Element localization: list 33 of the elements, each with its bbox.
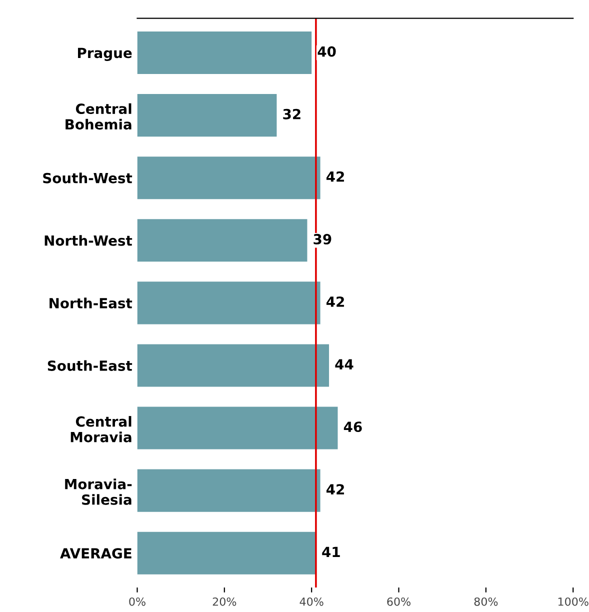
y-tick-label: Central Bohemia (66, 103, 132, 130)
data-label: 46 (344, 422, 362, 432)
y-tick-label: AVERAGE (60, 548, 132, 559)
y-tick-label: South-West (43, 172, 132, 184)
bar (137, 344, 330, 387)
y-tick-label: Central Moravia (70, 416, 132, 442)
y-tick-label: North-East (50, 298, 132, 308)
x-tick-label: 60% (387, 597, 410, 606)
y-tick-label: Moravia- Silesia (65, 478, 132, 505)
x-tick-label: 100% (558, 597, 588, 606)
bar (137, 219, 308, 262)
data-label: 42 (326, 296, 344, 307)
bar (137, 532, 316, 574)
bar (137, 94, 277, 137)
bar (137, 406, 338, 450)
data-label: 42 (326, 171, 344, 182)
y-tick-label: North-West (44, 235, 132, 246)
bar (137, 156, 320, 200)
bar (137, 469, 320, 512)
data-label: 40 (318, 46, 336, 57)
x-tick-label: 40% (300, 597, 324, 606)
data-label: 44 (335, 359, 354, 370)
x-tick-label: 80% (474, 597, 498, 606)
bar (137, 282, 320, 324)
x-tick-label: 20% (212, 597, 236, 606)
bar (137, 31, 312, 74)
data-label: 32 (283, 108, 300, 120)
x-tick-label: 0% (129, 597, 146, 606)
data-label: 39 (314, 234, 332, 244)
data-label: 42 (326, 484, 344, 494)
y-tick-label: South-East (48, 360, 132, 371)
data-label: 41 (322, 546, 340, 557)
y-tick-label: Prague (78, 48, 132, 61)
